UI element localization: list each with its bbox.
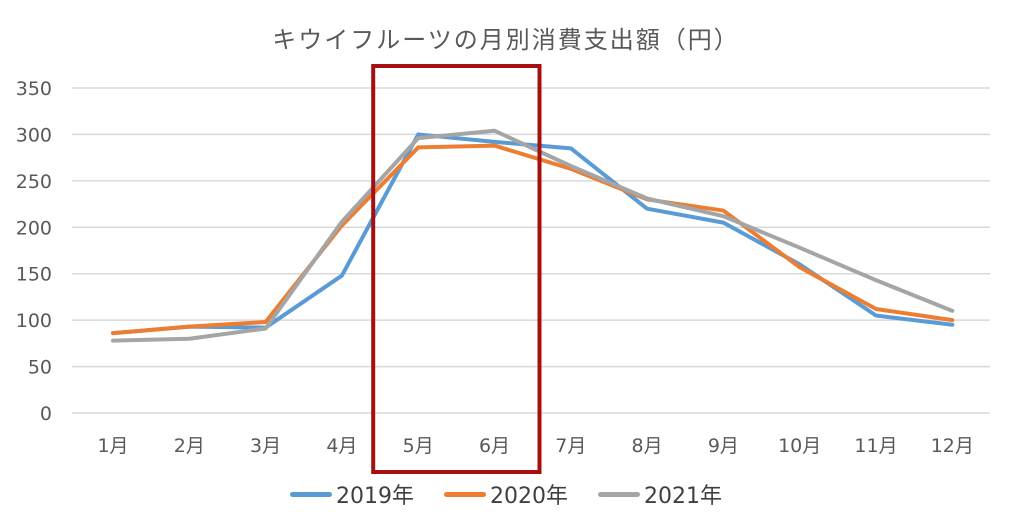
y-tick-label: 50 <box>28 357 52 379</box>
y-tick-label: 100 <box>16 310 52 332</box>
legend-swatch <box>598 491 640 497</box>
legend-item-2021: 2021年 <box>598 478 722 510</box>
chart-title: キウイフルーツの月別消費支出額（円） <box>272 26 740 54</box>
x-tick-label: 6月 <box>479 435 510 457</box>
x-tick-label: 12月 <box>931 435 974 457</box>
y-tick-label: 200 <box>16 217 52 239</box>
y-tick-label: 150 <box>16 264 52 286</box>
series-line-2021年 <box>111 128 955 343</box>
legend-swatch <box>444 491 486 497</box>
legend-label: 2019年 <box>336 484 414 509</box>
y-tick-label: 250 <box>16 171 52 193</box>
x-tick-label: 5月 <box>403 435 434 457</box>
highlight-box <box>371 64 542 474</box>
legend-swatch <box>290 491 332 497</box>
x-tick-label: 9月 <box>708 435 739 457</box>
legend-label: 2020年 <box>490 484 568 509</box>
legend-item-2019: 2019年 <box>290 478 414 510</box>
series-line-2019年 <box>111 132 955 336</box>
legend-item-2020: 2020年 <box>444 478 568 510</box>
legend-label: 2021年 <box>644 484 722 509</box>
series-line-2020年 <box>111 143 955 336</box>
x-tick-label: 7月 <box>555 435 586 457</box>
x-tick-label: 10月 <box>778 435 821 457</box>
x-tick-label: 11月 <box>854 435 897 457</box>
x-tick-label: 2月 <box>174 435 205 457</box>
y-tick-label: 0 <box>40 403 52 425</box>
x-tick-label: 8月 <box>632 435 663 457</box>
x-tick-label: 4月 <box>326 435 357 457</box>
x-tick-label: 3月 <box>250 435 281 457</box>
y-tick-label: 350 <box>16 78 52 100</box>
x-tick-label: 1月 <box>97 435 128 457</box>
legend: 2019年 2020年 2021年 <box>0 478 1012 510</box>
y-tick-label: 300 <box>16 124 52 146</box>
